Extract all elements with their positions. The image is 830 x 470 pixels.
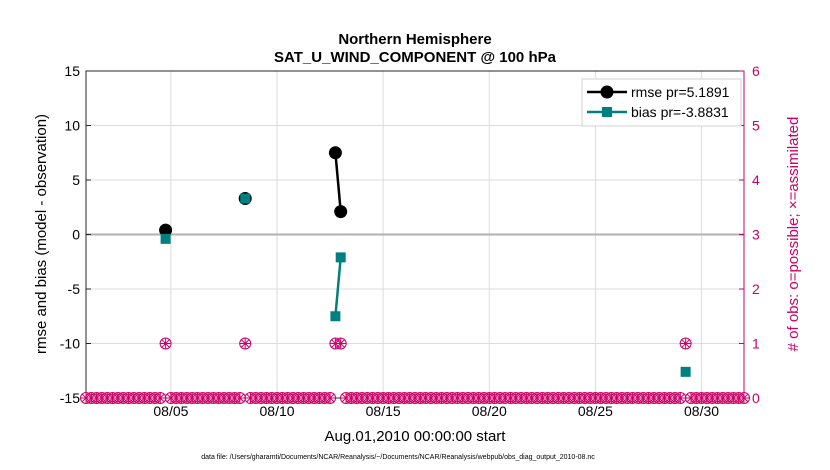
bias-point [330, 311, 341, 322]
rmse-point [328, 146, 342, 160]
chart-title-line-2: SAT_U_WIND_COMPONENT @ 100 hPa [274, 49, 557, 66]
y-axis-left-label: rmse and bias (model - observation) [33, 114, 50, 354]
obs-assimilated-marker [234, 392, 246, 404]
y-right-tick-label: 0 [752, 390, 760, 406]
y-left-tick-label: -15 [60, 390, 80, 406]
obs-count-markers [80, 337, 750, 404]
x-tick-label: 08/15 [366, 403, 401, 419]
chart-title-line-1: Northern Hemisphere [338, 31, 491, 48]
y-left-tick-label: -10 [60, 336, 80, 352]
bias-point [680, 366, 691, 377]
bias-line [334, 257, 342, 317]
obs-assimilated-marker [239, 338, 251, 349]
y-right-tick-label: 1 [752, 336, 760, 352]
legend-bias-marker [602, 107, 612, 117]
bias-point [335, 252, 346, 263]
axis-ticks: 08/05 08/10 08/15 08/20 08/25 08/30 -15 -10 -5 0 5… [60, 63, 760, 419]
x-axis-label: Aug.01,2010 00:00:00 start [325, 428, 507, 445]
x-tick-label: 08/20 [472, 403, 507, 419]
x-tick-label: 08/10 [260, 403, 295, 419]
y-right-tick-label: 4 [752, 172, 760, 188]
bias-point [240, 193, 251, 204]
obs-assimilated-marker [324, 392, 336, 404]
chart-title: Northern Hemisphere SAT_U_WIND_COMPONENT… [274, 31, 557, 66]
obs-assimilated-marker [680, 338, 692, 349]
series-layer [159, 90, 693, 377]
x-tick-label: 08/05 [153, 403, 188, 419]
rmse-point [334, 205, 348, 219]
legend: rmse pr=5.1891 bias pr=-3.8831 [581, 78, 742, 127]
data-file-footer: data file: /Users/gharamti/Documents/NCA… [201, 454, 595, 461]
rmse-point [159, 223, 173, 237]
y-left-tick-label: 10 [64, 118, 80, 134]
legend-rmse-label: rmse pr=5.1891 [631, 84, 730, 100]
legend-rmse-marker [600, 85, 614, 99]
y-left-tick-label: 0 [72, 227, 80, 243]
y-axis-right-label: # of obs: o=possible; ×=assimilated [785, 117, 802, 352]
y-right-tick-label: 6 [752, 63, 760, 79]
bias-point [160, 233, 171, 244]
y-left-tick-label: 5 [72, 172, 80, 188]
y-right-tick-label: 2 [752, 281, 760, 297]
y-left-tick-label: 15 [64, 63, 80, 79]
obs-assimilated-marker [160, 338, 172, 349]
y-right-tick-label: 3 [752, 227, 760, 243]
y-left-tick-label: -5 [68, 281, 81, 297]
legend-bias-label: bias pr=-3.8831 [631, 104, 729, 120]
obs-assimilated-marker [335, 338, 347, 349]
rmse-line [334, 152, 342, 212]
y-right-tick-label: 5 [752, 118, 760, 134]
obs-assimilated-marker [738, 392, 750, 404]
x-tick-label: 08/25 [578, 403, 613, 419]
x-tick-label: 08/30 [684, 403, 719, 419]
obs-assimilated-marker [154, 392, 166, 404]
obs-assimilated-marker [674, 392, 686, 404]
